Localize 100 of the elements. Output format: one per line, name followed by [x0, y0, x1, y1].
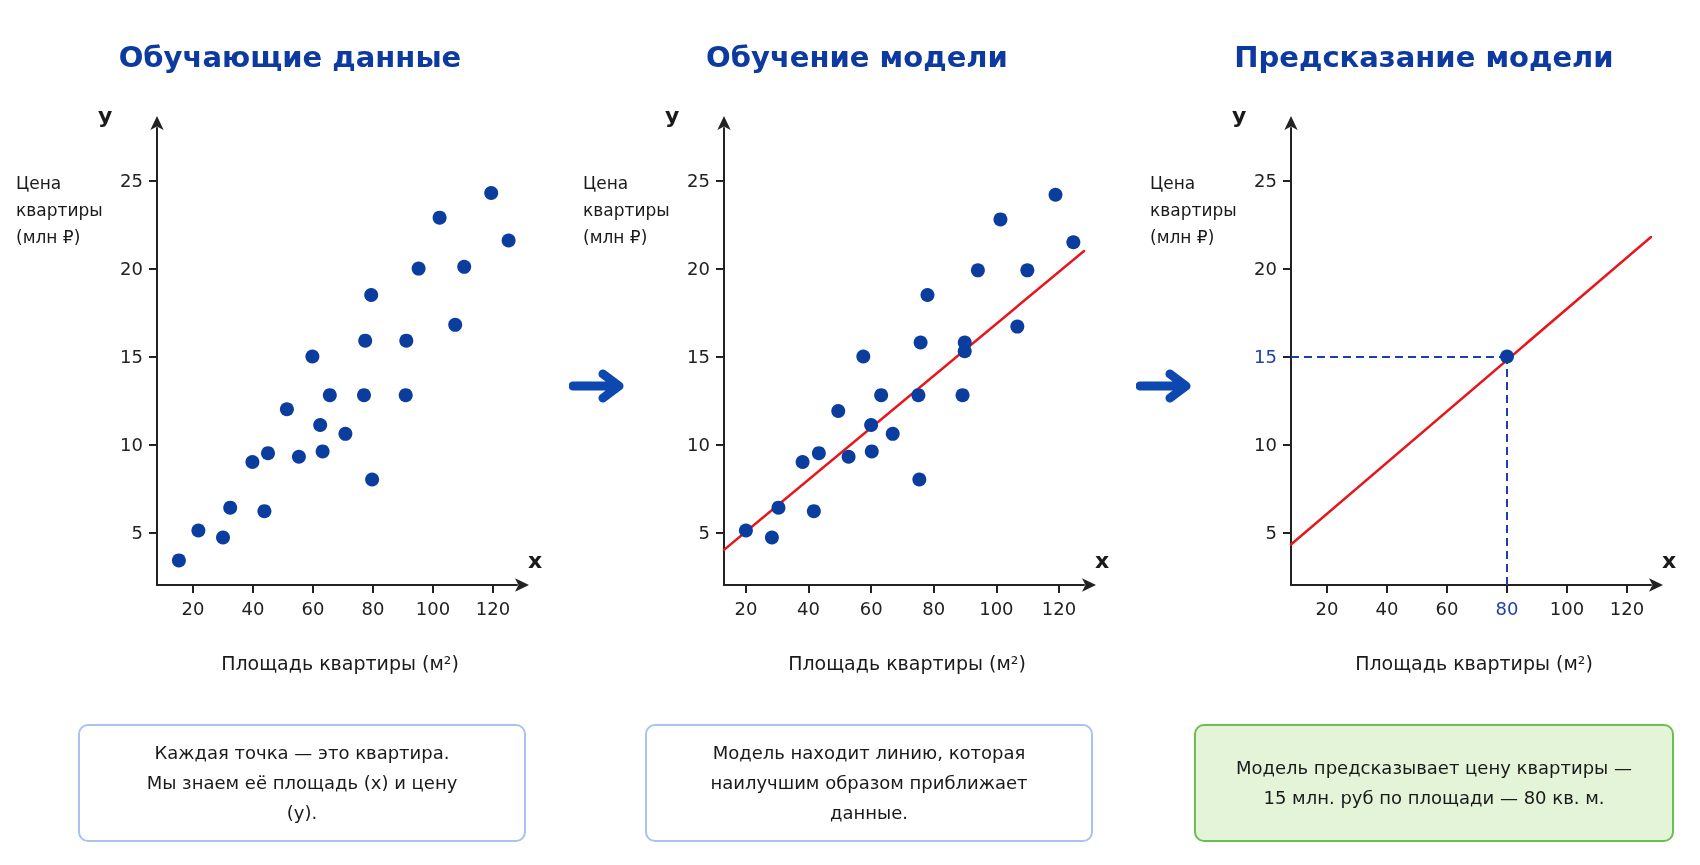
point — [806, 504, 821, 519]
x-tick-label: 80 — [922, 597, 946, 619]
x-axis-title: Площадь квартиры (м²) — [787, 652, 1027, 674]
point — [501, 233, 516, 248]
point — [841, 449, 856, 464]
point — [399, 333, 414, 348]
point — [191, 523, 206, 538]
point — [365, 472, 380, 487]
point — [313, 418, 328, 433]
y-tick-label: 15 — [1254, 346, 1277, 367]
point — [1010, 319, 1025, 334]
point — [358, 333, 373, 348]
x-tick-label: 40 — [241, 597, 265, 619]
point — [874, 388, 889, 403]
point — [484, 186, 499, 201]
point — [771, 500, 786, 515]
x-axis-title: Площадь квартиры (м²) — [220, 652, 460, 674]
y-tick-label: 15 — [120, 346, 143, 367]
x-axis-title: Площадь квартиры (м²) — [1354, 652, 1594, 674]
chart-title: Обучение модели — [705, 40, 1009, 74]
y-tick-label: 20 — [120, 258, 143, 280]
point — [171, 553, 186, 568]
y-axis-title: Цена квартиры (млн ₽) — [1150, 172, 1238, 249]
x-tick-label: 40 — [1375, 597, 1399, 619]
x-tick-label: 60 — [1435, 597, 1459, 619]
point — [315, 444, 330, 459]
x-tick-label: 60 — [859, 597, 883, 619]
y-tick-label: 25 — [687, 170, 710, 192]
point — [245, 454, 260, 469]
text: y — [98, 103, 113, 128]
point — [955, 388, 970, 403]
point — [795, 454, 810, 469]
point — [364, 287, 379, 302]
point — [398, 388, 413, 403]
y-axis-title: Цена квартиры (млн ₽) — [583, 172, 671, 249]
point — [261, 446, 275, 461]
point — [811, 446, 826, 461]
point — [322, 388, 337, 403]
y-tick-label: 5 — [698, 521, 710, 543]
y-tick-label: 25 — [1254, 170, 1277, 192]
chart-title: Обучающие данные — [117, 40, 463, 74]
point — [223, 500, 238, 515]
y-tick-label: 5 — [1265, 521, 1277, 543]
text: Каждая точка — это квартира. Мы знаем её площадь (x) и цену (y). — [78, 724, 526, 842]
y-tick-label: 5 — [131, 521, 143, 543]
x-tick-label: 100 — [415, 597, 451, 619]
text: Модель находит линию, которая наилучшим образом приближает данные. — [645, 724, 1093, 842]
point — [764, 530, 779, 545]
point — [864, 418, 879, 433]
point — [432, 210, 447, 225]
point — [411, 261, 426, 276]
point — [457, 259, 472, 274]
point — [216, 530, 230, 545]
point — [305, 349, 320, 364]
point — [911, 388, 926, 403]
point — [831, 403, 846, 418]
x-tick-label: 100 — [979, 597, 1014, 619]
point — [738, 523, 753, 538]
point — [920, 287, 935, 302]
point — [1066, 235, 1081, 250]
text: x — [528, 548, 543, 573]
point — [970, 263, 985, 278]
point — [993, 212, 1008, 227]
point — [856, 349, 871, 364]
x-tick-label: 120 — [1041, 597, 1077, 619]
y-tick-label: 15 — [687, 346, 710, 367]
x-tick-label: 20 — [181, 597, 205, 619]
point — [913, 335, 928, 350]
y-tick-label: 20 — [687, 258, 710, 280]
point — [257, 504, 272, 519]
text: x — [1095, 548, 1110, 573]
point — [357, 388, 371, 403]
point — [448, 317, 463, 332]
x-tick-label: 40 — [797, 597, 820, 619]
text: y — [665, 103, 680, 128]
point — [957, 344, 972, 359]
point — [279, 402, 294, 417]
point — [864, 444, 879, 459]
x-tick-label: 80 — [361, 597, 385, 619]
y-tick-label: 10 — [1254, 433, 1277, 455]
point — [912, 472, 927, 487]
x-tick-label: 100 — [1549, 597, 1585, 619]
chart-title: Предсказание модели — [1233, 40, 1615, 74]
x-tick-label: 120 — [1609, 597, 1645, 619]
x-tick-label: 20 — [1315, 597, 1339, 619]
text: Модель предсказывает цену квартиры — 15 млн. руб по площади — 80 кв. м. — [1194, 724, 1674, 842]
point — [1020, 263, 1035, 278]
point — [338, 426, 353, 441]
y-tick-label: 20 — [1254, 258, 1277, 280]
text: x — [1662, 548, 1677, 573]
x-tick-label: 80 — [1495, 597, 1519, 619]
point — [291, 449, 306, 464]
y-tick-label: 10 — [120, 433, 143, 455]
point — [885, 426, 900, 441]
y-tick-label: 10 — [687, 433, 710, 455]
y-tick-label: 25 — [120, 170, 143, 192]
x-tick-label: 60 — [301, 597, 325, 619]
text: y — [1232, 103, 1247, 128]
point — [1048, 187, 1063, 202]
x-tick-label: 120 — [475, 597, 511, 619]
